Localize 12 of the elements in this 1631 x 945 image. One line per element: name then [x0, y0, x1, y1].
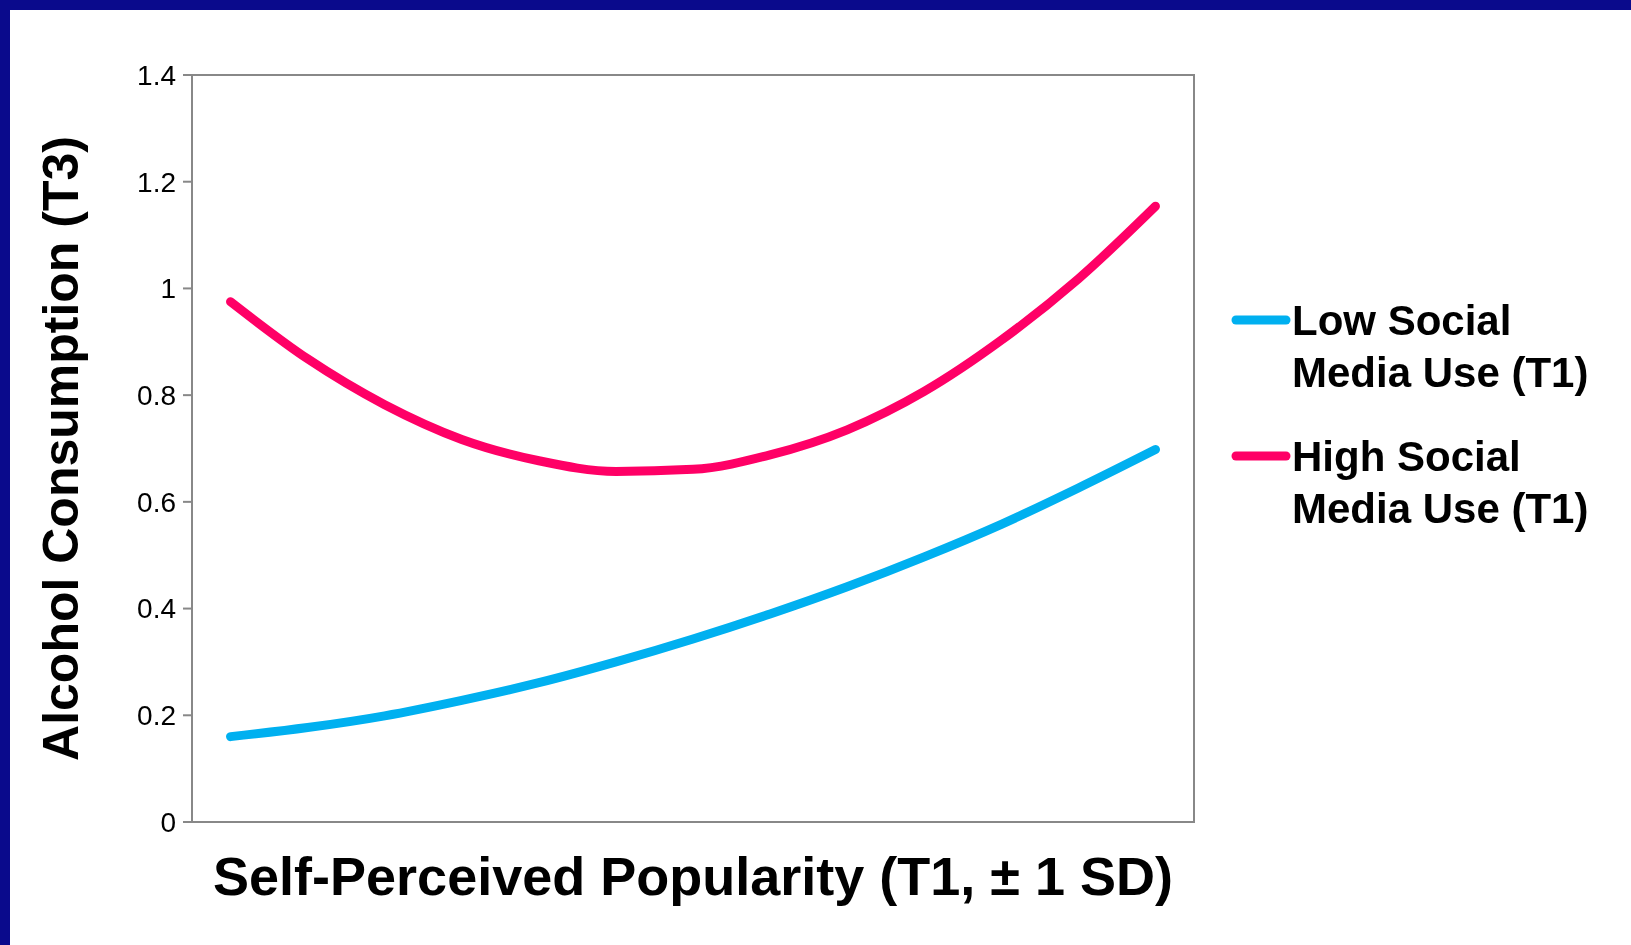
y-tick-label: 0.6	[137, 486, 176, 518]
legend-label: Low Social Media Use (T1)	[1292, 296, 1589, 397]
y-tick-label: 0.4	[137, 593, 176, 625]
y-tick-label: 1.4	[137, 59, 176, 91]
y-tick-label: 1	[160, 273, 176, 305]
y-tick-label: 0.8	[137, 379, 176, 411]
y-axis-title: Alcohol Consumption (T3)	[33, 136, 89, 761]
y-tick-label: 0.2	[137, 700, 176, 732]
y-tick-label: 0	[160, 806, 176, 838]
legend-label: High Social Media Use (T1)	[1292, 432, 1589, 533]
x-axis-title: Self-Perceived Popularity (T1, ± 1 SD)	[213, 846, 1173, 906]
y-tick-label: 1.2	[137, 166, 176, 198]
